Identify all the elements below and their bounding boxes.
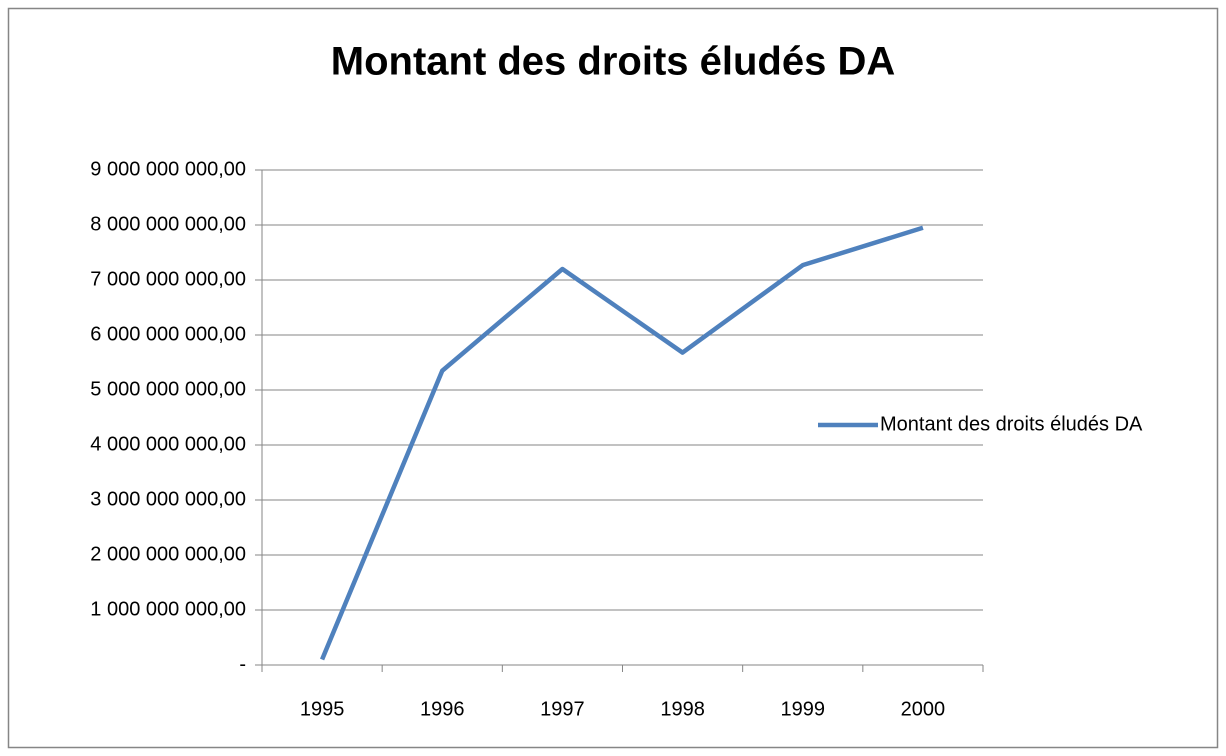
x-tick-label: 1998	[660, 698, 705, 720]
x-tick-label: 2000	[901, 698, 946, 720]
chart-title: Montant des droits éludés DA	[331, 40, 896, 84]
y-tick-label: 2 000 000 000,00	[90, 543, 246, 565]
y-tick-label: 6 000 000 000,00	[90, 323, 246, 345]
y-tick-label: 3 000 000 000,00	[90, 488, 246, 510]
x-tick-label: 1996	[420, 698, 465, 720]
x-tick-label: 1997	[540, 698, 585, 720]
y-tick-label: 5 000 000 000,00	[90, 378, 246, 400]
line-series	[320, 225, 924, 661]
chart-border	[7, 7, 1219, 749]
y-tick-label: 8 000 000 000,00	[90, 213, 246, 235]
y-tick-label: 4 000 000 000,00	[90, 433, 246, 455]
y-tick-label: 9 000 000 000,00	[90, 158, 246, 180]
y-tick-label: 7 000 000 000,00	[90, 268, 246, 290]
legend-label: Montant des droits éludés DA	[880, 413, 1143, 435]
y-tick-label: 1 000 000 000,00	[90, 598, 246, 620]
x-tick-label: 1999	[781, 698, 826, 720]
y-tick-label: -	[239, 653, 246, 675]
x-tick-label: 1995	[300, 698, 345, 720]
